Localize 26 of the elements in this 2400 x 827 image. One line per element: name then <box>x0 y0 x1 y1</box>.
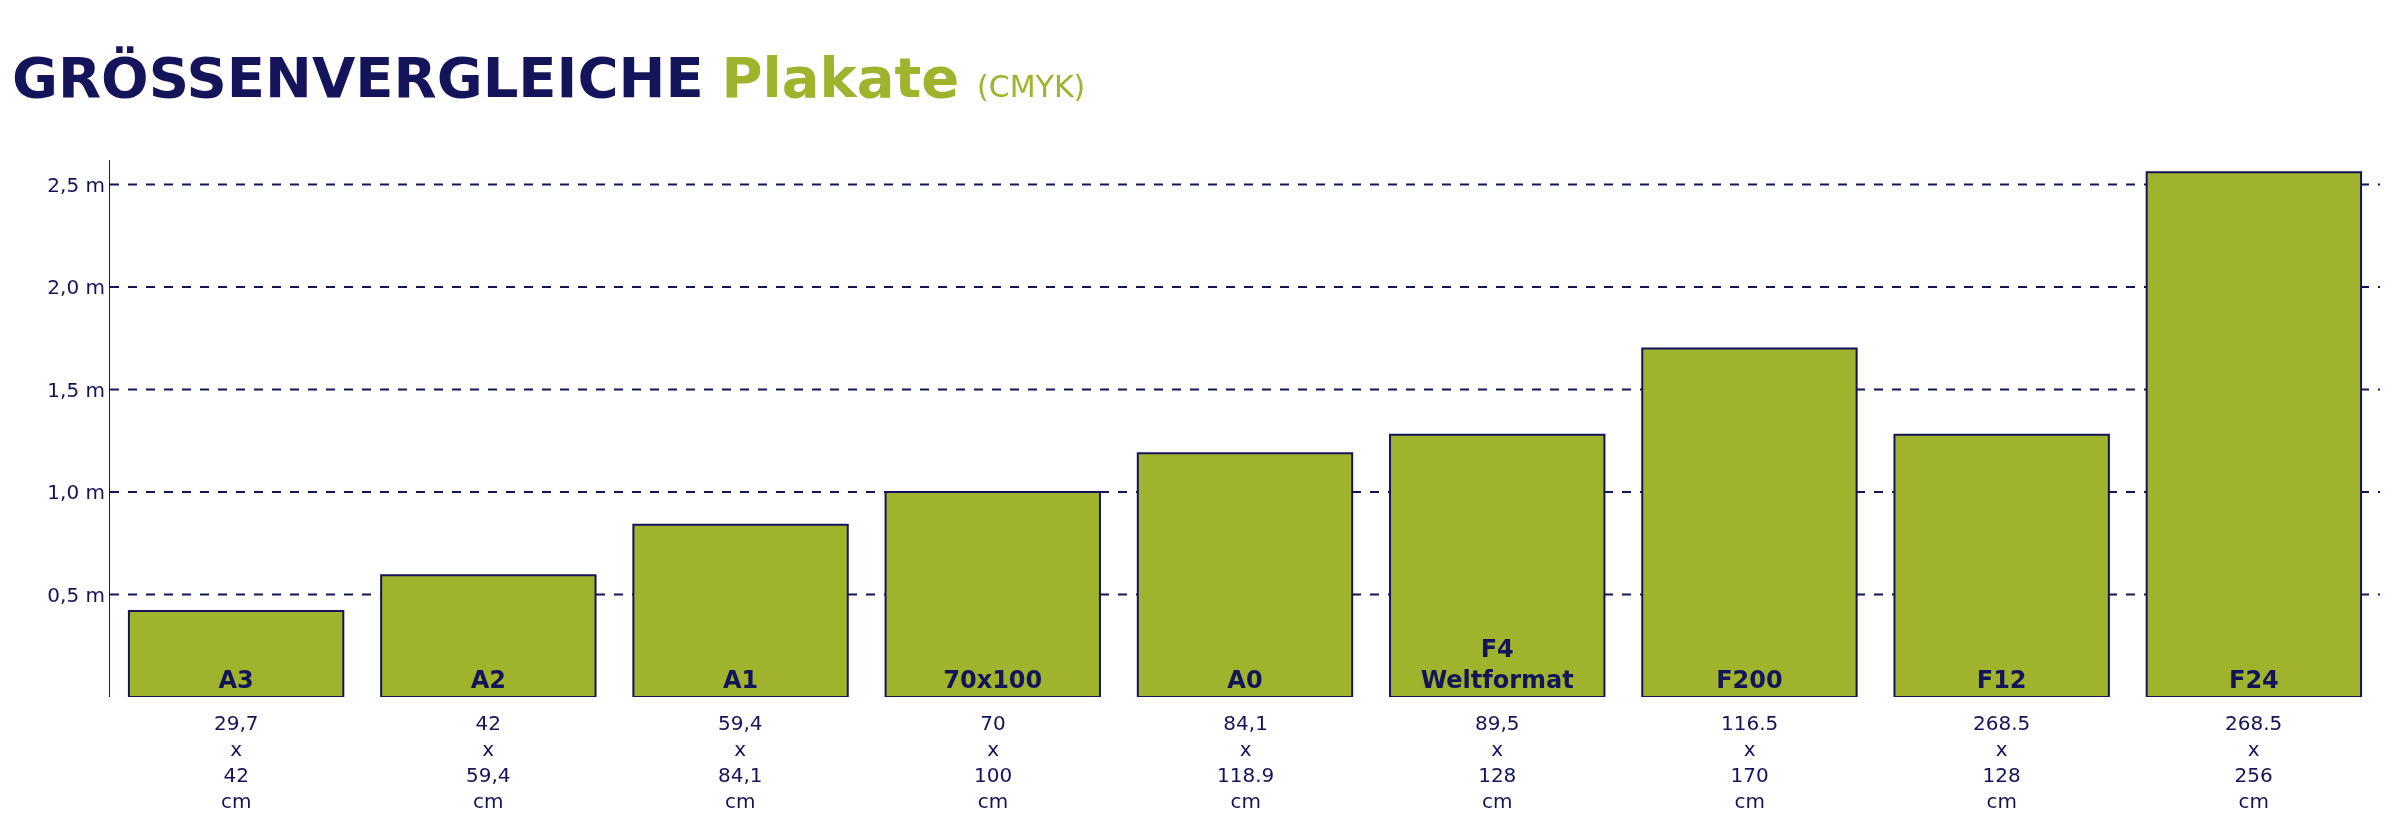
y-tick-label: 2,5 m <box>47 172 105 197</box>
y-tick-label: 1,5 m <box>47 377 105 402</box>
y-tick-label: 1,0 m <box>47 480 105 505</box>
text: 70 x 100 cm <box>974 711 1013 813</box>
text: 116.5 x 170 cm <box>1721 711 1779 813</box>
bar <box>127 609 345 697</box>
text: 89,5 x 128 cm <box>1475 711 1520 813</box>
text: 84,1 x 118.9 cm <box>1217 711 1275 813</box>
text: 59,4 x 84,1 cm <box>718 711 763 813</box>
text: 29,7 x 42 cm <box>214 711 259 813</box>
x-tick-label: F24 <box>2228 666 2279 694</box>
text: 268.5 x 128 cm <box>1973 711 2031 813</box>
chart-subtitle: (CMYK) <box>977 69 1086 105</box>
x-tick-label: A3 <box>218 666 254 694</box>
x-tick-label: A1 <box>722 666 759 694</box>
text: 42 x 59,4 cm <box>466 711 511 813</box>
x-tick-label: 70x100 <box>943 666 1043 694</box>
chart-title: GRÖSSENVERGLEICHE Plakate <box>12 45 960 111</box>
x-tick-label: F4 Weltformat <box>1420 634 1574 694</box>
x-tick-label: F12 <box>1976 666 2027 694</box>
text: 268.5 x 256 cm <box>2225 711 2283 813</box>
x-tick-label: A2 <box>470 666 506 694</box>
y-tick-label: 0,5 m <box>47 582 105 607</box>
x-tick-label: A0 <box>1227 666 1263 694</box>
y-tick-label: 2,0 m <box>47 275 105 300</box>
x-tick-label: F200 <box>1716 666 1783 694</box>
